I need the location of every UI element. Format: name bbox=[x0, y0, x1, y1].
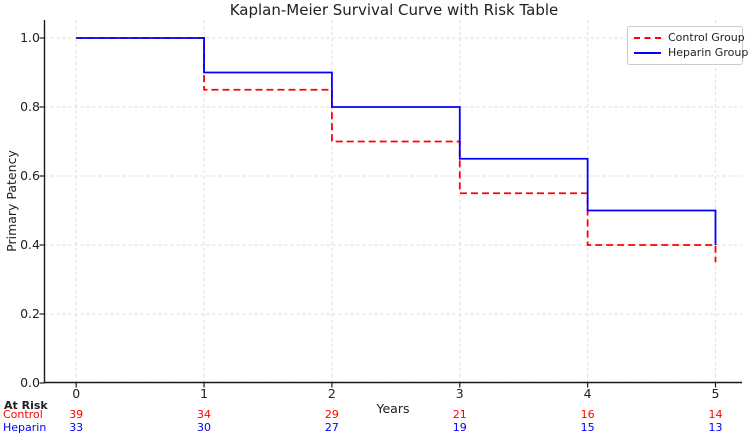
risk-value-heparin: 13 bbox=[708, 421, 723, 434]
risk-value-control: 16 bbox=[580, 408, 595, 421]
risk-value-control: 34 bbox=[197, 408, 212, 421]
legend-entry: Control Group bbox=[634, 30, 745, 45]
series-curve-heparin-group bbox=[76, 37, 717, 245]
x-tick-label: 0 bbox=[72, 386, 81, 401]
x-tick-label: 5 bbox=[711, 386, 720, 401]
y-tick-label: 0.2 bbox=[20, 306, 40, 321]
x-tick-label: 1 bbox=[200, 386, 209, 401]
y-tick-label: 0.8 bbox=[20, 99, 40, 114]
risk-value-heparin: 30 bbox=[197, 421, 212, 434]
y-tick-label: 0.0 bbox=[20, 375, 40, 390]
x-axis-label: Years bbox=[376, 401, 410, 416]
risk-value-control: 14 bbox=[708, 408, 723, 421]
risk-row-label-control: Control bbox=[3, 408, 43, 421]
risk-table-header: At Risk bbox=[4, 399, 48, 412]
y-tick-label: 0.6 bbox=[20, 168, 40, 183]
risk-value-heparin: 27 bbox=[324, 421, 339, 434]
x-tick-label: 4 bbox=[583, 386, 592, 401]
risk-value-control: 21 bbox=[452, 408, 467, 421]
chart-title: Kaplan-Meier Survival Curve with Risk Ta… bbox=[229, 1, 559, 19]
x-tick-label: 3 bbox=[455, 386, 464, 401]
y-axis-label: Primary Patency bbox=[4, 150, 19, 252]
legend-line-sample bbox=[634, 51, 661, 54]
legend: Control Group Heparin Group bbox=[627, 26, 748, 65]
risk-value-control: 29 bbox=[324, 408, 339, 421]
x-tick-label: 2 bbox=[327, 386, 336, 401]
y-tick-label: 0.4 bbox=[20, 237, 40, 252]
legend-entry: Heparin Group bbox=[634, 45, 748, 60]
y-tick-label: 1.0 bbox=[20, 30, 40, 45]
risk-value-heparin: 15 bbox=[580, 421, 595, 434]
risk-value-control: 39 bbox=[69, 408, 84, 421]
legend-line-sample bbox=[634, 36, 661, 39]
legend-label: Control Group bbox=[668, 31, 745, 44]
risk-value-heparin: 33 bbox=[69, 421, 84, 434]
risk-value-heparin: 19 bbox=[452, 421, 467, 434]
series-curve-control-group bbox=[76, 37, 717, 263]
legend-label: Heparin Group bbox=[668, 46, 748, 59]
risk-row-label-heparin: Heparin bbox=[3, 421, 47, 434]
